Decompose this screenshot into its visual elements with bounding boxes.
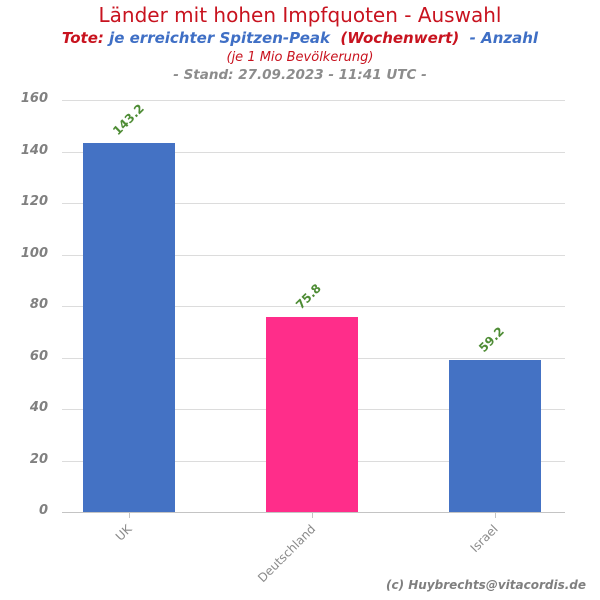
bar-value-label: 75.8 xyxy=(292,280,324,312)
bar-value-label: 143.2 xyxy=(109,101,147,139)
gridline xyxy=(62,100,565,101)
chart-subtitle: Tote: je erreichter Spitzen-Peak (Wochen… xyxy=(0,28,600,49)
x-axis-label: UK xyxy=(113,522,135,544)
x-axis-label: Israel xyxy=(467,522,501,556)
x-axis-line xyxy=(62,512,565,513)
subtitle-segment: (Wochenwert) xyxy=(335,29,465,47)
y-axis-label: 100 xyxy=(20,245,48,261)
gridline xyxy=(62,254,565,256)
bar-israel xyxy=(448,359,541,512)
gridline xyxy=(62,306,565,307)
gridline xyxy=(62,203,565,204)
bar-value-label: 59.2 xyxy=(475,323,507,355)
x-axis-label: Deutschland xyxy=(254,522,318,586)
y-axis-label: 20 xyxy=(29,451,48,467)
bar-deutschland xyxy=(265,316,358,512)
subtitle-segment: je erreichter Spitzen-Peak xyxy=(103,29,336,47)
subtitle-segment: Tote: xyxy=(61,29,104,47)
bar-uk xyxy=(82,143,175,512)
x-axis-tick xyxy=(311,513,313,518)
subtitle-segment: - Anzahl xyxy=(464,29,539,47)
x-axis-tick xyxy=(494,513,496,518)
chart-header: Länder mit hohen Impfquoten - Auswahl To… xyxy=(0,0,600,85)
y-axis-label: 140 xyxy=(20,142,48,158)
y-axis-label: 80 xyxy=(29,297,48,312)
chart-note: (je 1 Mio Bevölkerung) xyxy=(226,50,374,65)
y-axis-label: 60 xyxy=(29,348,48,364)
chart-title: Länder mit hohen Impfquoten - Auswahl xyxy=(98,3,502,27)
y-axis-label: 120 xyxy=(20,194,48,209)
y-axis-label: 40 xyxy=(29,400,48,415)
chart-timestamp: - Stand: 27.09.2023 - 11:41 UTC - xyxy=(173,67,427,83)
copyright-credit: (c) Huybrechts@vitacordis.de xyxy=(385,578,586,592)
y-axis-label: 0 xyxy=(38,503,48,518)
y-axis-label: 160 xyxy=(20,91,48,106)
gridline xyxy=(62,151,565,153)
x-axis-tick xyxy=(128,513,130,518)
